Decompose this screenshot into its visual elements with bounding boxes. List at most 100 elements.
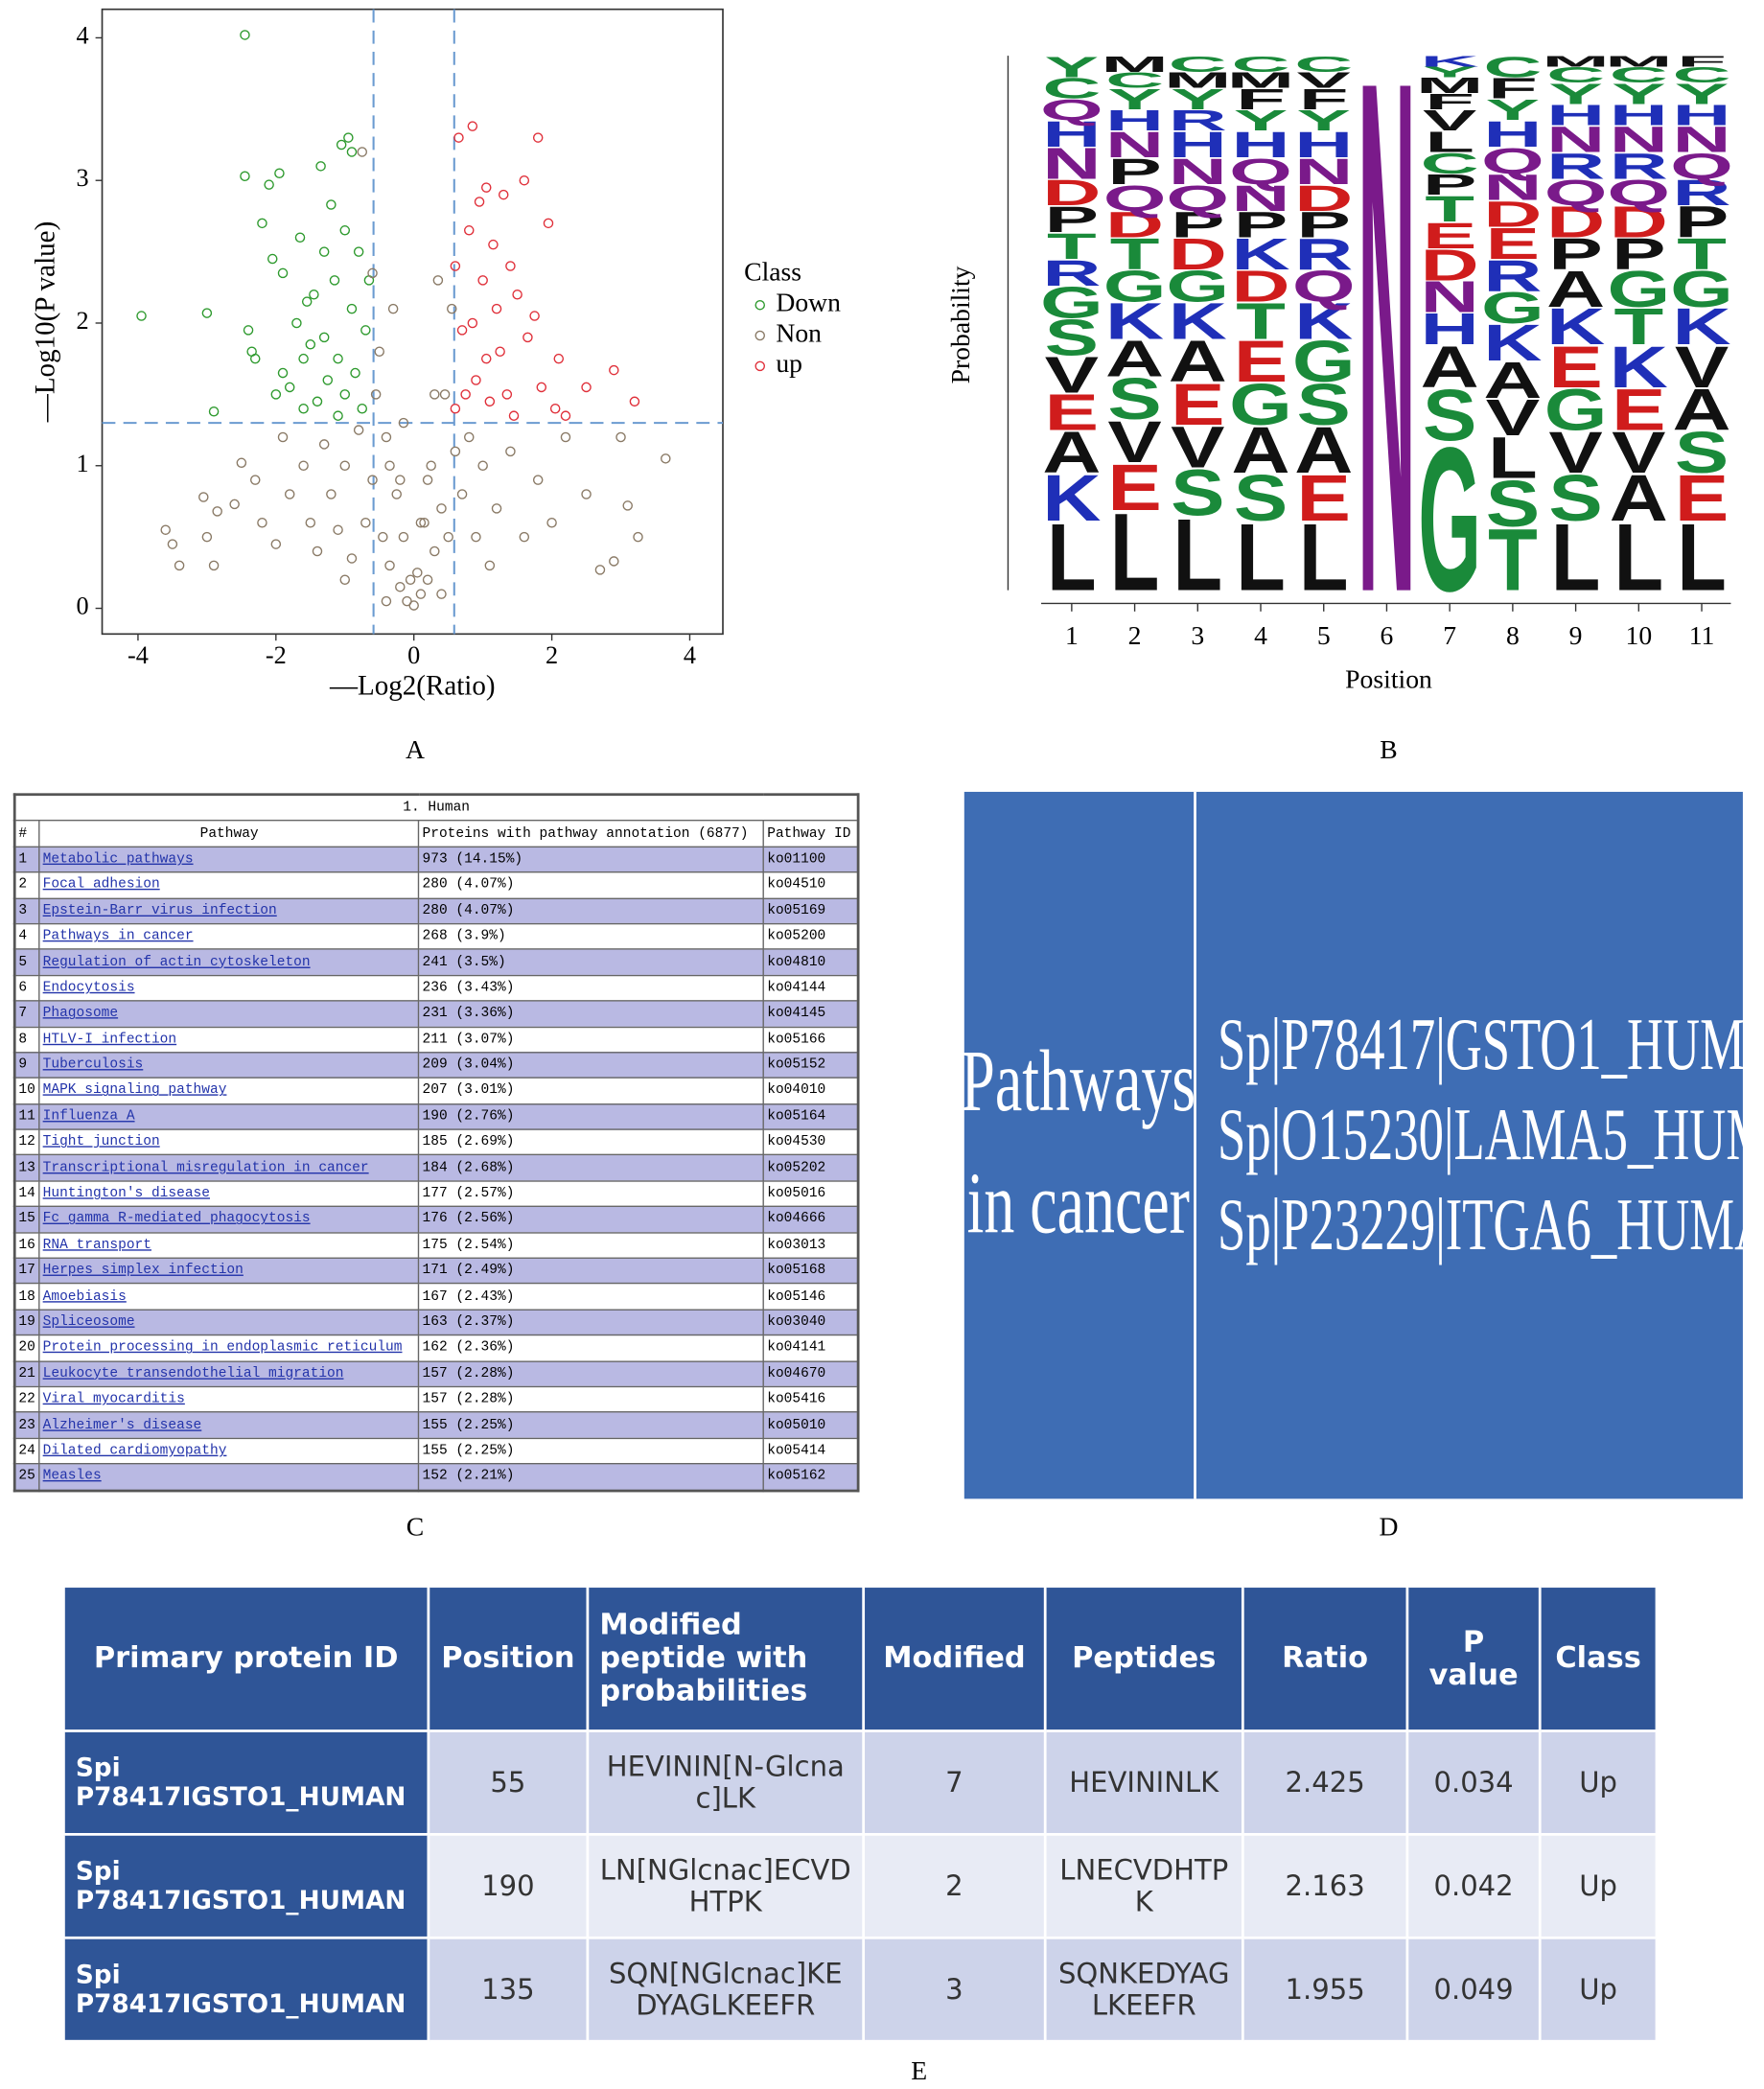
point	[536, 382, 547, 393]
pathway-link[interactable]: Regulation of actin cytoskeleton	[42, 954, 311, 971]
logo-letter: T	[1047, 226, 1097, 267]
table-cell: 1.955	[1241, 1936, 1409, 2043]
header-cell: Modified peptide with probabilities	[586, 1585, 866, 1732]
table-cell: 18	[13, 1283, 40, 1311]
pathway-link[interactable]: Epstein-Barr virus infection	[42, 902, 277, 919]
logo-letter: H	[1105, 104, 1164, 137]
logo-letter: K	[1610, 334, 1668, 400]
pathway-link[interactable]: Phagosome	[42, 1006, 119, 1022]
point	[480, 182, 492, 193]
table-cell: Alzheimer's disease	[38, 1411, 420, 1439]
point	[312, 545, 323, 557]
point	[464, 225, 475, 236]
pathway-link[interactable]: Focal adhesion	[42, 876, 160, 894]
header-row: Primary protein ID Position Modified pepti…	[62, 1585, 1659, 1732]
pathway-link[interactable]: Leukocyte transendothelial migration	[42, 1365, 344, 1382]
logo-letter: K	[1042, 462, 1101, 536]
logo-letter: V	[1171, 414, 1224, 480]
point	[305, 339, 316, 350]
logo-letter: P	[1234, 204, 1288, 245]
logo-letter: N	[1169, 151, 1227, 193]
point	[284, 489, 295, 499]
logo-letter: V	[1486, 389, 1540, 447]
point	[429, 545, 440, 557]
table-row: Spi P78417IGSTO1_HUMAN 190 LN[NGlcnac]ECVD…	[62, 1832, 1659, 1939]
pathway-link[interactable]: Alzheimer's disease	[42, 1417, 202, 1433]
pathway-link[interactable]: Metabolic pathways	[42, 851, 194, 868]
logo-letter: P	[1548, 230, 1602, 279]
point	[498, 189, 509, 200]
logo-letter: V	[1675, 334, 1729, 400]
pathway-link[interactable]: Pathways in cancer	[42, 928, 194, 945]
logo-letter: V	[1045, 346, 1099, 404]
table-row: 20 Protein processing in endoplasmic reti…	[13, 1335, 859, 1362]
point	[333, 410, 343, 421]
table-cell: 2	[862, 1832, 1047, 1939]
logo-letter: D	[1610, 198, 1668, 247]
table-cell: Endocytosis	[38, 974, 420, 1002]
glyco-table: Primary protein ID Position Modified pepti…	[62, 1585, 1659, 2043]
table-cell: Up	[1538, 1936, 1659, 2043]
table-cell: ko05162	[763, 1463, 859, 1492]
panel-label: E	[911, 2055, 927, 2085]
pathway-link[interactable]: Herpes simplex infection	[42, 1263, 244, 1279]
pathway-link[interactable]: Spliceosome	[42, 1314, 135, 1331]
point	[501, 389, 513, 400]
table-cell: Fc gamma R-mediated phagocytosis	[38, 1205, 420, 1234]
pathway-link[interactable]: Influenza A	[42, 1108, 135, 1126]
pathway-link[interactable]: Amoebiasis	[42, 1288, 127, 1305]
logo-letter: T	[1236, 292, 1286, 350]
table-cell: 19	[13, 1309, 40, 1336]
logo-letter: E	[1107, 451, 1161, 524]
table-cell: 5	[13, 948, 40, 976]
x-tick-label: -4	[128, 641, 149, 669]
table-cell: 190 (2.76%)	[418, 1103, 765, 1130]
point	[257, 518, 267, 528]
pathway-link[interactable]: Protein processing in endoplasmic reticu…	[42, 1339, 403, 1357]
logo-letter: M	[1227, 68, 1294, 93]
point	[350, 367, 360, 379]
logo-letter: R	[1610, 146, 1668, 187]
table-cell: 176 (2.56%)	[418, 1205, 765, 1234]
pathway-link[interactable]: Transcriptional misregulation in cancer	[42, 1160, 369, 1176]
pathway-link[interactable]: Huntington's disease	[42, 1185, 211, 1202]
pathway-link[interactable]: Fc gamma R-mediated phagocytosis	[42, 1211, 311, 1228]
pathway-link[interactable]: MAPK signaling pathway	[42, 1082, 227, 1100]
point	[447, 303, 457, 314]
pathway-link[interactable]: Tight junction	[42, 1134, 160, 1150]
point	[505, 261, 516, 271]
pathway-link[interactable]: RNA transport	[42, 1237, 151, 1254]
point	[339, 574, 351, 586]
logo-letter: Y	[1612, 78, 1665, 110]
pathway-link[interactable]: HTLV-I infection	[42, 1031, 177, 1048]
table-cell: 16	[13, 1231, 40, 1259]
pathway-link[interactable]: Tuberculosis	[42, 1056, 144, 1074]
pathway-link[interactable]: Endocytosis	[42, 980, 135, 996]
table-title-row: 1. Human	[13, 794, 859, 822]
point	[257, 218, 267, 229]
logo-letter: P	[1045, 199, 1099, 241]
logo-letter: Y	[1045, 51, 1099, 83]
point	[381, 595, 392, 607]
point	[532, 132, 544, 143]
pathway-link[interactable]: Viral myocarditis	[42, 1391, 185, 1408]
table-cell: SQN[NGlcnac]KEDYAGLKEEFR	[586, 1936, 866, 2043]
point	[415, 589, 427, 599]
point	[298, 403, 309, 414]
pathway-link[interactable]: Dilated cardiomyopathy	[42, 1443, 227, 1459]
point	[333, 524, 343, 535]
pathway-link[interactable]: Measles	[42, 1469, 102, 1485]
table-row: 3 Epstein-Barr virus infection 280 (4.07%)…	[13, 897, 859, 925]
table-cell: 163 (2.37%)	[418, 1309, 765, 1336]
logo-letter: L	[1047, 503, 1097, 611]
logo-letter: Y	[1234, 104, 1288, 137]
logo-letter: S	[1297, 371, 1351, 437]
header-cell: Primary protein ID	[62, 1585, 430, 1732]
x-tick-label: 2	[545, 641, 558, 669]
point	[305, 518, 316, 528]
point	[419, 518, 429, 528]
logo-letter: N	[1358, 0, 1416, 747]
legend-marker	[754, 330, 766, 341]
table-cell: 3	[862, 1936, 1047, 2043]
table-cell: 11	[13, 1103, 40, 1130]
